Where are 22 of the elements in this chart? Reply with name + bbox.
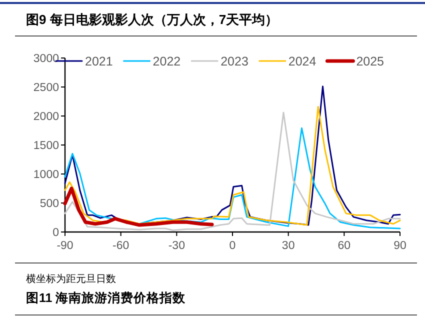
x-tick-label: -60 [112, 240, 130, 252]
x-tick-label: 0 [229, 240, 236, 252]
x-tick-label: 90 [394, 240, 406, 252]
chart-title: 图9 每日电影观影人次（万人次，7天平均） [26, 12, 278, 27]
x-tick-label: -30 [168, 240, 185, 252]
legend-label: 2024 [288, 54, 316, 68]
y-tick-label: 1000 [33, 169, 59, 181]
legend-label: 2021 [85, 54, 113, 68]
y-tick-label: 500 [40, 198, 59, 210]
y-tick-label: 1500 [33, 140, 59, 152]
x-tick-label: 60 [338, 240, 351, 252]
x-tick-label: 30 [282, 240, 295, 252]
legend-label: 2022 [152, 54, 181, 68]
y-tick-label: 2000 [33, 111, 59, 123]
legend-label: 2023 [220, 54, 248, 68]
y-tick-label: 3000 [33, 53, 59, 65]
text: 横坐标为距元旦日数 [26, 273, 116, 285]
caption: 图11 海南旅游消费价格指数 [26, 290, 187, 305]
legend-label: 2025 [356, 54, 384, 68]
y-tick-label: 0 [52, 227, 59, 239]
x-tick-label: -90 [56, 240, 74, 252]
y-tick-label: 2500 [33, 82, 59, 94]
